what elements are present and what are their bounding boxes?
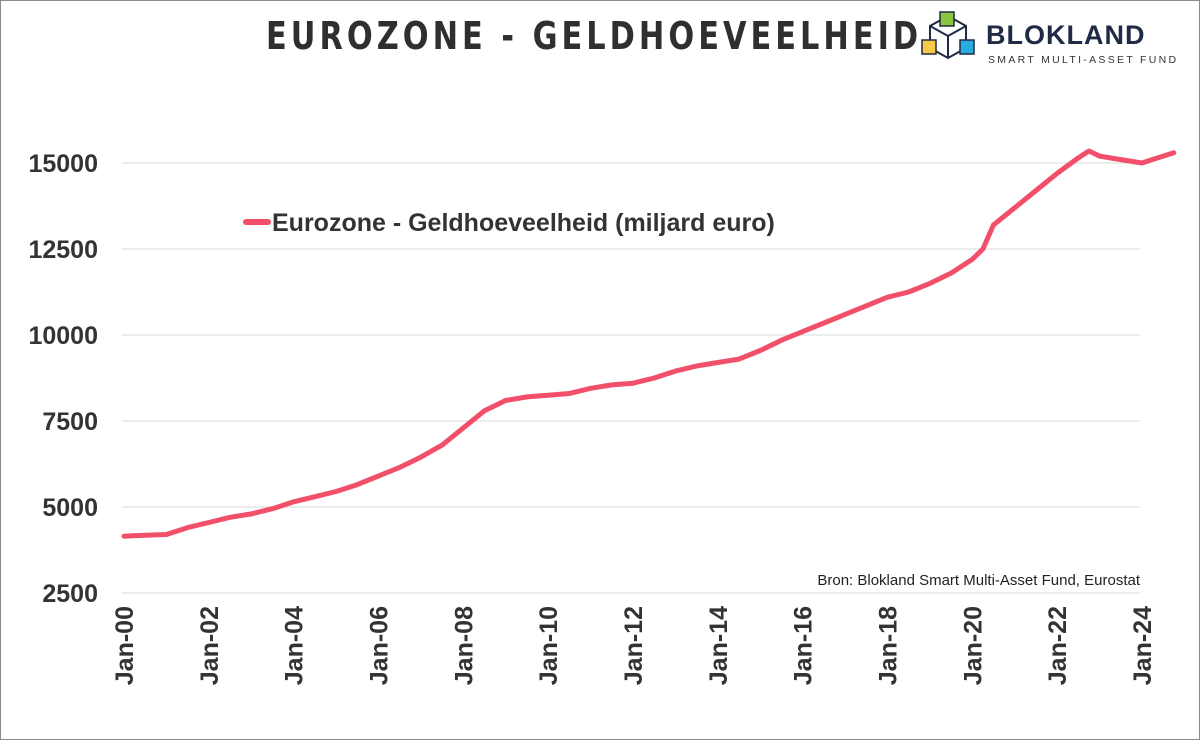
x-tick-label: Jan-02 — [196, 606, 224, 685]
y-tick-label: 12500 — [28, 236, 98, 264]
y-tick-label: 7500 — [42, 408, 98, 436]
x-tick-label: Jan-18 — [875, 606, 903, 685]
x-axis-ticks: Jan-00 Jan-02 Jan-04 Jan-06 Jan-08 Jan-10 Jan-… — [111, 606, 1157, 685]
x-tick-label: Jan-16 — [790, 606, 818, 685]
y-tick-label: 10000 — [28, 322, 98, 350]
y-tick-label: 15000 — [28, 150, 98, 178]
chart-title: EUROZONE - GELDHOEVEELHEID — [266, 14, 923, 58]
x-tick-label: Jan-08 — [450, 606, 478, 685]
x-tick-label: Jan-22 — [1044, 606, 1072, 685]
logo-subtitle: SMART MULTI-ASSET FUND — [988, 54, 1179, 66]
x-tick-label: Jan-04 — [281, 606, 309, 685]
series-group — [121, 148, 1177, 539]
x-tick-label: Jan-00 — [111, 606, 139, 685]
source-note: Bron: Blokland Smart Multi-Asset Fund, E… — [817, 572, 1140, 589]
x-tick-label: Jan-14 — [705, 606, 733, 685]
x-tick-label: Jan-10 — [535, 606, 563, 685]
y-tick-label: 5000 — [42, 494, 98, 522]
grid-lines — [122, 162, 1140, 594]
cube-logo-icon — [921, 11, 975, 60]
y-tick-label: 2500 — [42, 580, 98, 608]
x-tick-label: Jan-12 — [620, 606, 648, 685]
x-tick-label: Jan-24 — [1129, 606, 1157, 685]
legend: Eurozone - Geldhoeveelheid (miljard euro… — [243, 209, 775, 237]
brand-logo: BLOKLAND SMART MULTI-ASSET FUND — [918, 10, 1188, 70]
series-line — [121, 148, 1177, 539]
x-tick-label: Jan-06 — [366, 606, 394, 685]
y-axis-ticks: 2500 5000 7500 10000 12500 15000 — [28, 150, 98, 608]
x-tick-label: Jan-20 — [959, 606, 987, 685]
legend-label: Eurozone - Geldhoeveelheid (miljard euro… — [272, 209, 775, 237]
logo-name: BLOKLAND — [986, 20, 1146, 50]
